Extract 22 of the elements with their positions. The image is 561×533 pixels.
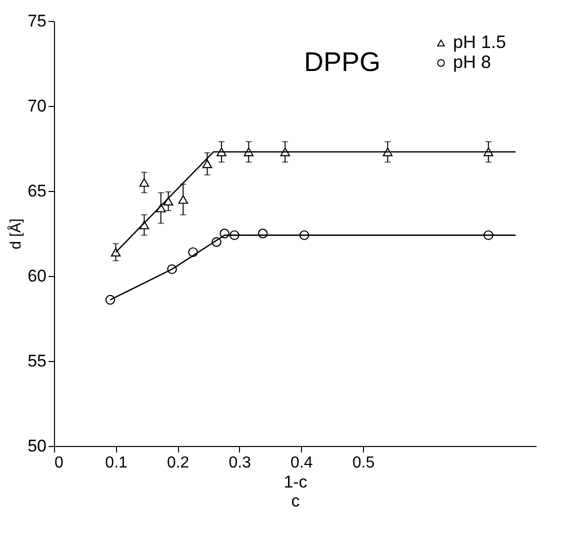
y-tick-label: 65 — [28, 182, 46, 200]
point — [139, 178, 150, 187]
legend-label: pH 1.5 — [453, 32, 506, 52]
y-tick-label: 60 — [28, 266, 46, 286]
point — [202, 160, 212, 168]
x-tick-label: 0.3 — [228, 454, 252, 472]
legend-label: pH 8 — [453, 52, 492, 72]
point — [110, 248, 121, 256]
y-tick-label: 75 — [28, 12, 46, 30]
x-axis-title: 1-c c — [284, 472, 308, 510]
point — [105, 294, 116, 305]
x-tick-label: 0.2 — [166, 454, 190, 472]
y-axis-title: d [Å] — [6, 218, 25, 250]
y-tick-label: 55 — [28, 352, 46, 370]
x-tick-label: 0.1 — [105, 454, 128, 472]
x-tick-label: 0 — [54, 454, 64, 472]
y-tick-label: 50 — [28, 436, 46, 456]
annotation: DPPG — [304, 47, 381, 77]
y-tick-label: 70 — [28, 96, 46, 116]
point — [178, 195, 188, 204]
x-tick-label: 0.5 — [352, 454, 375, 472]
x-tick-label: 0.4 — [290, 454, 313, 472]
